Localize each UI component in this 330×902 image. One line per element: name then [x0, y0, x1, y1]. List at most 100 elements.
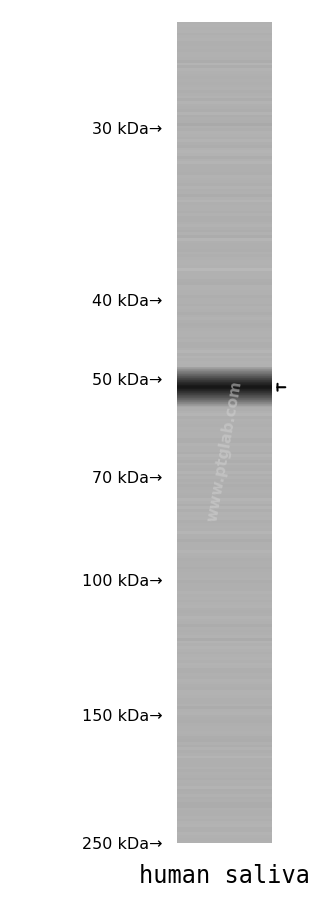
- Bar: [177, 565, 272, 567]
- Bar: [177, 94, 272, 97]
- Bar: [177, 449, 272, 452]
- Bar: [177, 510, 272, 512]
- Bar: [177, 354, 272, 356]
- Bar: [177, 553, 272, 556]
- Bar: [177, 586, 272, 589]
- Bar: [177, 258, 272, 261]
- Bar: [177, 570, 272, 573]
- Bar: [177, 52, 272, 55]
- Bar: [177, 457, 272, 460]
- Bar: [177, 78, 272, 80]
- Bar: [177, 534, 272, 537]
- Bar: [177, 192, 272, 195]
- Bar: [177, 395, 272, 398]
- Bar: [177, 359, 272, 362]
- Bar: [177, 168, 272, 170]
- Bar: [177, 584, 272, 586]
- Bar: [177, 698, 272, 701]
- Bar: [177, 714, 272, 717]
- Bar: [177, 411, 272, 414]
- Bar: [177, 759, 272, 761]
- Bar: [177, 198, 272, 200]
- Bar: [177, 345, 272, 348]
- Bar: [177, 206, 272, 208]
- Bar: [177, 288, 272, 290]
- Bar: [177, 244, 272, 247]
- Text: 40 kDa→: 40 kDa→: [92, 294, 163, 309]
- Bar: [177, 841, 272, 843]
- Bar: [177, 239, 272, 242]
- Text: 50 kDa→: 50 kDa→: [92, 373, 163, 387]
- Bar: [177, 91, 272, 94]
- Bar: [177, 753, 272, 756]
- Bar: [177, 830, 272, 833]
- Bar: [177, 39, 272, 41]
- Bar: [177, 88, 272, 91]
- Text: www.ptglab.com: www.ptglab.com: [205, 379, 244, 523]
- Bar: [177, 465, 272, 468]
- Bar: [177, 200, 272, 203]
- Bar: [177, 550, 272, 553]
- Bar: [177, 446, 272, 449]
- Bar: [177, 767, 272, 769]
- Bar: [177, 761, 272, 764]
- Bar: [177, 266, 272, 269]
- Bar: [177, 835, 272, 838]
- Bar: [177, 611, 272, 613]
- Bar: [177, 666, 272, 668]
- Bar: [177, 493, 272, 496]
- Bar: [177, 436, 272, 438]
- Bar: [177, 720, 272, 723]
- Bar: [177, 149, 272, 152]
- Bar: [177, 803, 272, 805]
- Bar: [177, 285, 272, 288]
- Bar: [177, 269, 272, 272]
- Bar: [177, 687, 272, 690]
- Bar: [177, 455, 272, 457]
- Bar: [177, 60, 272, 63]
- Bar: [177, 485, 272, 488]
- Bar: [177, 400, 272, 403]
- Bar: [177, 263, 272, 266]
- Bar: [177, 375, 272, 378]
- Bar: [177, 208, 272, 211]
- Bar: [177, 364, 272, 367]
- Bar: [177, 301, 272, 304]
- Bar: [177, 512, 272, 515]
- Bar: [177, 671, 272, 674]
- Bar: [177, 31, 272, 33]
- Bar: [177, 335, 272, 337]
- Bar: [177, 518, 272, 520]
- Bar: [177, 242, 272, 244]
- Bar: [177, 740, 272, 742]
- Bar: [177, 356, 272, 359]
- Bar: [177, 351, 272, 354]
- Bar: [177, 391, 272, 395]
- Bar: [177, 307, 272, 310]
- Text: human saliva: human saliva: [139, 862, 310, 887]
- Bar: [177, 236, 272, 239]
- Bar: [177, 822, 272, 824]
- Bar: [177, 504, 272, 507]
- Bar: [177, 488, 272, 491]
- Bar: [177, 726, 272, 729]
- Bar: [177, 764, 272, 767]
- Bar: [177, 253, 272, 255]
- Bar: [177, 679, 272, 682]
- Bar: [177, 99, 272, 102]
- Bar: [177, 157, 272, 160]
- Bar: [177, 107, 272, 110]
- Bar: [177, 362, 272, 364]
- Bar: [177, 50, 272, 52]
- Bar: [177, 80, 272, 83]
- Bar: [177, 578, 272, 581]
- Bar: [177, 824, 272, 827]
- Bar: [177, 791, 272, 794]
- Bar: [177, 406, 272, 409]
- Bar: [177, 507, 272, 510]
- Bar: [177, 433, 272, 436]
- Bar: [177, 378, 272, 381]
- Bar: [177, 502, 272, 504]
- Bar: [177, 814, 272, 816]
- Bar: [177, 255, 272, 258]
